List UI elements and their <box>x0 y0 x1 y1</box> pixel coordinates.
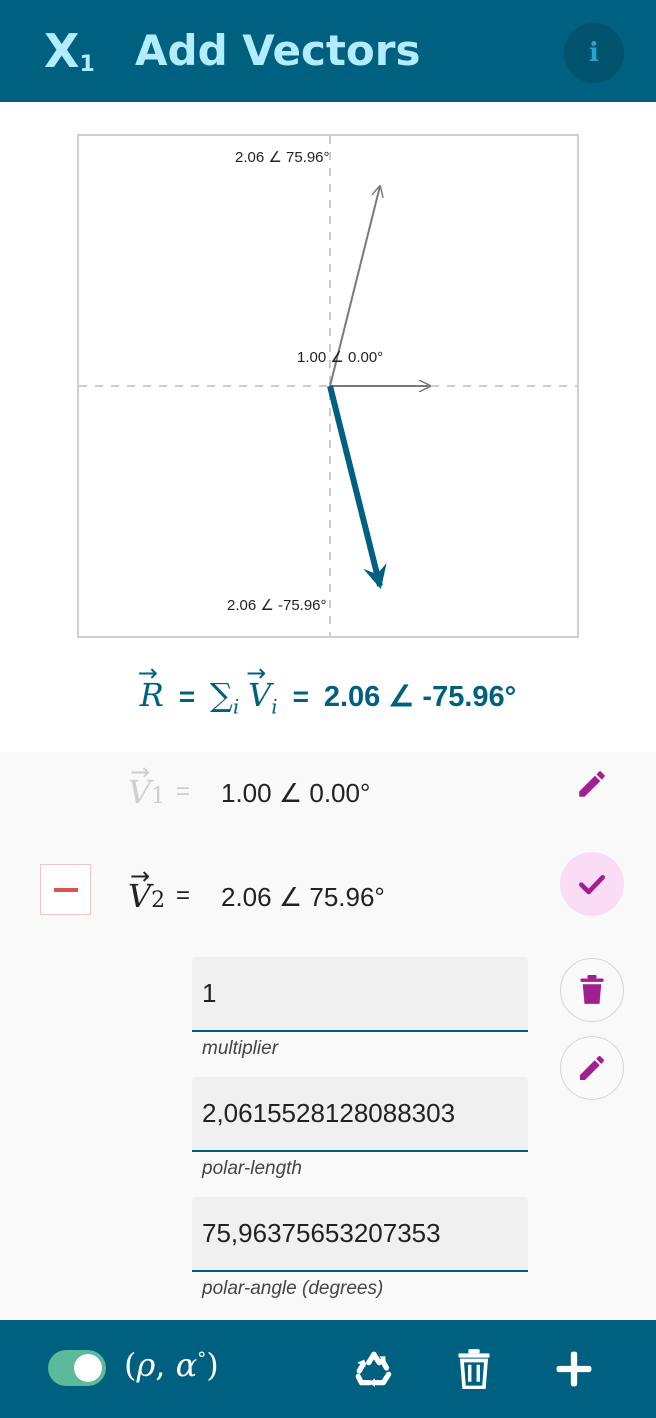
plot-label-result: 2.06 ∠ -75.96° <box>227 597 327 614</box>
polar-mode-label: (ρ, α°) <box>124 1346 219 1384</box>
vector-row-2: → V2 = 2.06 ∠ 75.96° <box>0 856 656 936</box>
vector-2-equals: = <box>176 882 191 909</box>
remove-vector-2-button[interactable] <box>40 864 91 915</box>
recycle-button[interactable] <box>350 1344 400 1394</box>
plus-icon <box>556 1351 592 1387</box>
app-logo: X1 <box>44 24 95 78</box>
vector-row-1: → V1 = 1.00 ∠ 0.00° <box>0 752 656 832</box>
vector-1-equals: = <box>176 778 191 805</box>
resultant-value: 2.06 ∠ -75.96° <box>323 681 517 713</box>
polar-length-caption: polar-length <box>202 1158 303 1179</box>
trash-icon <box>458 1349 490 1389</box>
polar-angle-input[interactable]: 75,96375653207353 <box>192 1197 528 1272</box>
confirm-edit-button[interactable] <box>560 852 624 916</box>
polar-length-input[interactable]: 2,0615528128088303 <box>192 1077 528 1152</box>
logo-letter: X <box>44 24 80 78</box>
polar-angle-field: 75,96375653207353 polar-angle (degrees) <box>192 1197 528 1300</box>
vector-symbol: → Vi <box>246 659 278 719</box>
multiplier-input[interactable]: 1 <box>192 957 528 1032</box>
polar-length-field: 2,0615528128088303 polar-length <box>192 1077 528 1180</box>
vector-arrow-r <box>327 385 387 590</box>
multiplier-field: 1 multiplier <box>192 957 528 1060</box>
vector-1-value: 1.00 ∠ 0.00° <box>221 778 371 808</box>
clear-all-button[interactable] <box>449 1344 499 1394</box>
polar-angle-caption: polar-angle (degrees) <box>202 1278 384 1299</box>
page-title: Add Vectors <box>135 26 421 75</box>
multiplier-caption: multiplier <box>202 1038 279 1059</box>
plot-label-v1: 1.00 ∠ 0.00° <box>297 349 383 366</box>
equals-sign-2: = <box>292 681 309 712</box>
pencil-icon <box>580 1055 605 1080</box>
recycle-icon <box>355 1351 392 1387</box>
plot-label-v2: 2.06 ∠ 75.96° <box>235 149 330 166</box>
resultant-formula: → R = ∑i → Vi = 2.06 ∠ -75.96° <box>0 656 656 736</box>
check-icon <box>579 875 605 895</box>
vector-arrow-v2 <box>329 186 380 387</box>
info-button[interactable]: i <box>564 23 624 83</box>
vector-1-symbol: → V1 <box>128 758 166 811</box>
minus-icon <box>53 887 78 892</box>
vector-list: → V1 = 1.00 ∠ 0.00° → V2 = 2.06 ∠ 75.96° 1… <box>0 752 656 1320</box>
sum-symbol: ∑i <box>210 676 240 719</box>
toggle-knob <box>74 1354 102 1382</box>
vectors-layer <box>327 186 430 590</box>
vector-plot: 2.06 ∠ 75.96° 1.00 ∠ 0.00° 2.06 ∠ -75.96… <box>77 134 579 638</box>
add-vector-button[interactable] <box>549 1344 599 1394</box>
logo-subscript: 1 <box>79 52 95 77</box>
vector-2-value: 2.06 ∠ 75.96° <box>221 882 385 912</box>
trash-icon <box>580 975 604 1004</box>
equals-sign: = <box>178 681 196 712</box>
delete-vector-button[interactable] <box>560 958 624 1022</box>
polar-mode-toggle[interactable] <box>48 1350 106 1386</box>
vector-plot-canvas: 2.06 ∠ 75.96° 1.00 ∠ 0.00° 2.06 ∠ -75.96… <box>79 136 577 636</box>
pencil-icon <box>579 771 605 797</box>
bottom-toolbar: (ρ, α°) <box>0 1320 656 1418</box>
info-icon: i <box>589 38 599 68</box>
app-header: X1 Add Vectors i <box>0 0 656 102</box>
resultant-symbol: → R <box>137 659 164 714</box>
vector-2-symbol: → V2 <box>128 862 166 915</box>
edit-vector-button[interactable] <box>560 1036 624 1100</box>
edit-vector-1-button[interactable] <box>560 752 624 816</box>
